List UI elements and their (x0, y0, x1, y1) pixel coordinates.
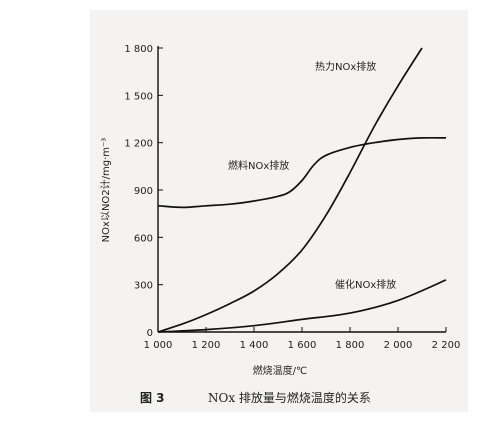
x-tick-label: 2 200 (432, 340, 461, 351)
x-tick-label: 2 000 (384, 340, 413, 351)
x-tick-label: 1 200 (192, 340, 221, 351)
series-label-catalytic: 催化NOx排放 (335, 278, 396, 291)
y-tick-label: 1 800 (124, 44, 153, 55)
y-tick-label: 600 (134, 233, 153, 244)
series-label-fuel: 燃料NOx排放 (228, 159, 289, 172)
x-tick-label: 1 000 (144, 340, 173, 351)
axis-ticks: 0 300 600 900 1 200 1 500 1 800 1 000 1 200 1 400… (124, 44, 460, 351)
series-lines (157, 47, 447, 333)
axes (157, 46, 446, 333)
figure-number: 图 3 (140, 391, 165, 405)
series-label-thermal: 热力NOx排放 (315, 60, 376, 73)
x-tick-label: 1 600 (288, 340, 317, 351)
x-tick-label: 1 800 (336, 340, 365, 351)
y-tick-label: 900 (134, 186, 153, 197)
y-tick-label: 1 200 (124, 139, 153, 150)
y-tick-label: 0 (147, 328, 153, 339)
x-tick-label: 1 400 (240, 340, 269, 351)
series-line-catalytic (157, 279, 447, 333)
y-tick-label: 1 500 (124, 91, 153, 102)
x-axis-title: 燃烧温度/℃ (253, 364, 308, 377)
figure-caption: NOx 排放量与燃烧温度的关系 (208, 390, 371, 405)
y-tick-label: 300 (134, 281, 153, 292)
y-axis-title: NOx以NO2计/mg·m⁻³ (99, 138, 112, 243)
nox-temperature-chart: 0 300 600 900 1 200 1 500 1 800 1 000 1 200 1 400… (99, 44, 460, 405)
figure-panel: 0 300 600 900 1 200 1 500 1 800 1 000 1 200 1 400… (90, 10, 468, 412)
series-line-fuel (157, 136, 447, 209)
series-line-thermal (157, 47, 423, 333)
